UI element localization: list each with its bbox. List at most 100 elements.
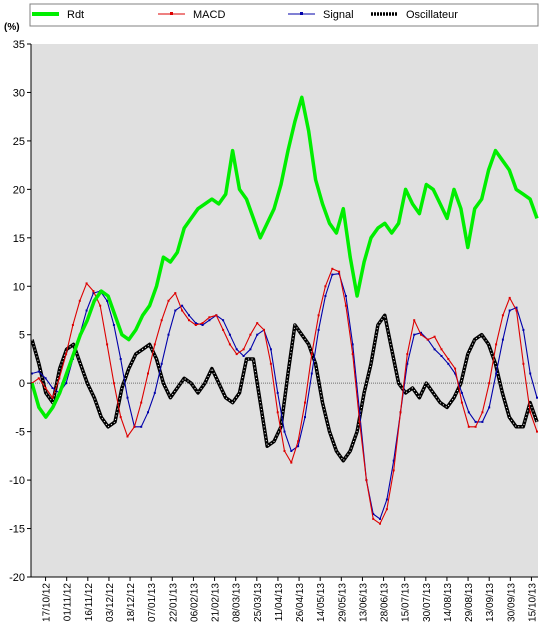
point-signal (379, 517, 381, 520)
x-tick-label: 13/09/13 (485, 583, 496, 622)
point-macd (501, 314, 504, 317)
point-macd (331, 267, 334, 270)
point-signal (440, 355, 443, 357)
point-signal (235, 348, 238, 351)
point-macd (31, 382, 33, 385)
point-macd (488, 382, 491, 385)
point-signal (140, 425, 143, 428)
point-macd (222, 328, 225, 331)
point-signal (194, 322, 197, 325)
point-signal (167, 333, 170, 336)
point-signal (515, 306, 518, 309)
point-macd (310, 353, 313, 356)
point-signal (420, 331, 422, 334)
point-signal (413, 333, 416, 336)
point-macd (440, 348, 443, 351)
point-macd (495, 343, 498, 346)
point-macd (481, 411, 484, 414)
point-macd (99, 304, 102, 307)
point-macd (420, 333, 422, 336)
point-macd (44, 387, 47, 389)
point-macd (385, 508, 388, 511)
x-tick-label: 29/05/13 (337, 583, 348, 622)
series-layer (30, 95, 539, 525)
point-macd (37, 377, 40, 380)
point-signal (433, 348, 436, 351)
y-tick-label: 0 (19, 378, 25, 390)
point-signal (188, 314, 190, 317)
point-signal (392, 459, 395, 462)
point-signal (501, 338, 504, 341)
point-macd (406, 353, 409, 356)
point-signal (488, 406, 491, 409)
point-macd (215, 314, 218, 317)
series-pattern-oscillateur (31, 314, 538, 462)
point-macd (351, 353, 354, 356)
x-tick-label: 11/04/13 (274, 583, 285, 622)
point-signal (256, 333, 259, 336)
point-signal (222, 319, 225, 322)
point-signal (454, 372, 457, 375)
y-tick-label: 20 (13, 184, 25, 196)
point-macd (372, 517, 375, 520)
x-tick-label: 14/05/13 (316, 583, 327, 622)
point-signal (249, 348, 252, 351)
point-macd (71, 324, 74, 326)
point-macd (276, 411, 279, 414)
x-tick-label: 18/12/12 (126, 583, 137, 622)
point-signal (153, 391, 156, 394)
x-tick-label: 16/11/12 (84, 583, 95, 622)
x-tick-label: 30/09/13 (506, 583, 517, 622)
x-tick-label: 30/07/13 (422, 583, 433, 622)
point-macd (365, 479, 368, 482)
point-signal (522, 328, 525, 331)
point-macd (515, 309, 518, 312)
legend-label-macd: MACD (193, 9, 225, 21)
point-macd (51, 396, 54, 399)
point-macd (338, 270, 341, 273)
point-signal (44, 377, 47, 380)
point-signal (269, 348, 272, 351)
point-macd (85, 282, 88, 285)
point-macd (460, 401, 463, 404)
legend-marker-signal (300, 12, 303, 15)
y-tick-label: 30 (13, 87, 25, 99)
point-signal (31, 372, 33, 375)
point-signal (536, 396, 538, 399)
x-tick-label: 14/08/13 (443, 583, 454, 622)
point-signal (447, 362, 450, 365)
point-macd (413, 319, 416, 322)
legend: Rdt MACD Signal Oscillateur (29, 3, 539, 27)
point-macd (160, 319, 163, 322)
point-signal (181, 304, 184, 307)
point-signal (51, 387, 54, 389)
point-signal (65, 382, 68, 385)
point-macd (106, 343, 109, 346)
point-macd (433, 335, 436, 338)
point-macd (392, 469, 395, 472)
point-signal (37, 370, 40, 373)
point-signal (467, 411, 470, 414)
point-macd (256, 322, 259, 325)
point-macd (426, 338, 429, 341)
x-tick-label: 01/11/12 (63, 583, 74, 622)
x-tick-label: 07/01/13 (147, 583, 158, 622)
point-macd (536, 430, 538, 433)
y-tick-label: 10 (13, 281, 25, 293)
point-macd (140, 401, 143, 404)
point-macd (242, 348, 245, 351)
point-macd (297, 440, 300, 443)
point-macd (344, 304, 347, 307)
point-signal (85, 309, 88, 312)
legend-label-oscillateur: Oscillateur (406, 9, 458, 21)
point-signal (112, 324, 115, 326)
y-axis: 35 30 25 20 15 10 5 0 -5 -10 -15 -20 (9, 39, 538, 584)
point-macd (119, 416, 122, 419)
point-signal (174, 309, 177, 312)
point-macd (153, 343, 156, 346)
point-signal (331, 273, 334, 276)
point-macd (92, 290, 95, 293)
x-tick-label: 25/03/13 (253, 583, 264, 622)
point-macd (249, 333, 252, 336)
point-macd (508, 296, 511, 299)
